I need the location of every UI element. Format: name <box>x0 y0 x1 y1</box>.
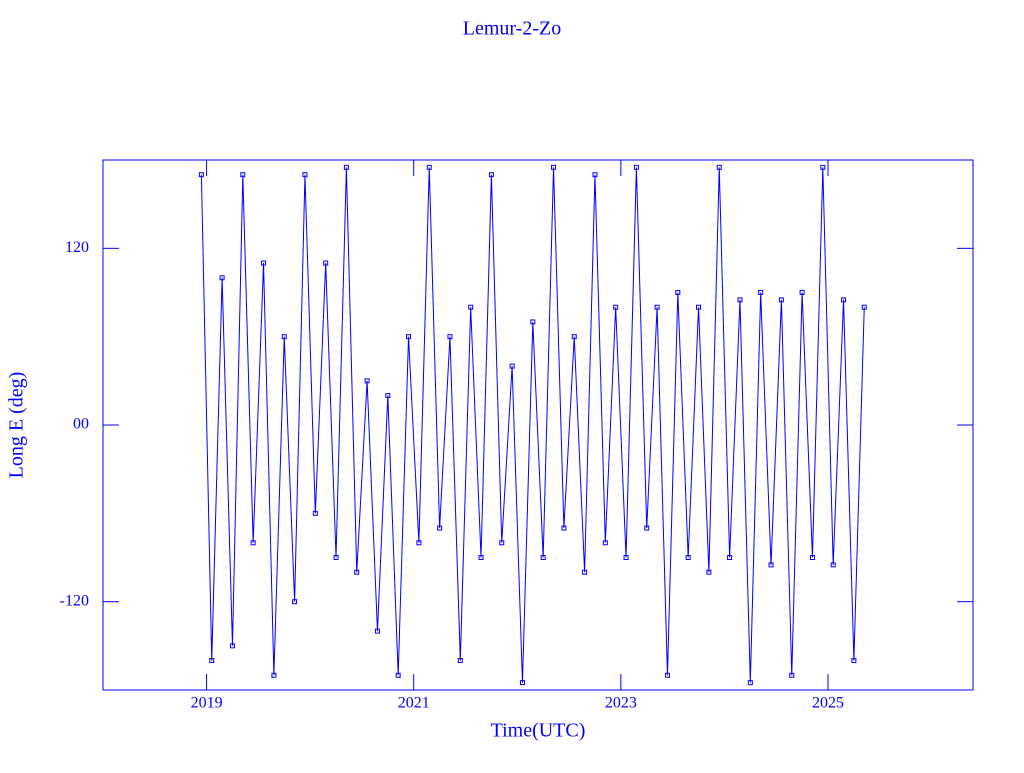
data-point <box>747 680 753 686</box>
y-tick-label: 00 <box>73 416 89 433</box>
y-tick-label: -120 <box>60 592 89 609</box>
data-point <box>343 164 349 170</box>
data-point <box>758 290 764 295</box>
data-point <box>664 672 670 678</box>
data-point <box>675 290 681 295</box>
data-point <box>582 569 588 575</box>
data-point <box>198 172 204 178</box>
x-tick-label: 2023 <box>605 695 637 712</box>
data-point <box>468 304 474 310</box>
data-point <box>333 555 339 560</box>
data-point <box>229 643 235 649</box>
data-point <box>354 569 360 575</box>
data-point <box>789 672 795 678</box>
data-point <box>737 297 743 303</box>
data-point <box>716 164 722 170</box>
x-axis-label: Time(UTC) <box>491 720 586 742</box>
data-point <box>488 172 494 178</box>
y-tick-label: 120 <box>65 239 89 256</box>
data-point <box>706 569 712 575</box>
data-point <box>778 297 784 303</box>
data-point <box>509 363 515 369</box>
data-point <box>499 540 505 546</box>
data-point <box>250 540 256 546</box>
data-point <box>312 510 318 516</box>
data-point <box>385 393 391 399</box>
data-point <box>685 555 691 560</box>
data-point <box>841 297 847 303</box>
data-point <box>302 172 308 178</box>
data-point <box>426 164 432 170</box>
data-point <box>240 172 246 178</box>
data-point <box>292 599 298 605</box>
data-point <box>478 555 484 560</box>
data-point <box>613 304 619 310</box>
data-point <box>323 260 329 266</box>
data-point <box>364 378 370 384</box>
x-tick-label: 2021 <box>398 695 430 712</box>
data-point <box>820 164 826 170</box>
y-axis-label: Long E (deg) <box>6 372 28 479</box>
data-point <box>571 334 577 340</box>
data-point <box>623 555 629 560</box>
data-point <box>602 540 608 546</box>
data-line <box>200 167 865 683</box>
data-point <box>406 334 412 340</box>
data-point <box>644 525 650 531</box>
data-point <box>809 555 815 560</box>
data-point <box>654 304 660 310</box>
data-point <box>447 334 453 340</box>
data-point <box>530 319 536 325</box>
data-point <box>416 540 422 546</box>
data-point <box>374 628 380 634</box>
data-point <box>861 304 867 310</box>
data-point <box>395 672 401 678</box>
data-point <box>696 304 702 310</box>
data-point <box>271 672 277 678</box>
data-point <box>519 680 525 686</box>
data-point <box>768 562 774 568</box>
data-point <box>633 164 639 170</box>
chart-title: Lemur-2-Zo <box>463 18 561 40</box>
x-tick-label: 2019 <box>191 695 223 712</box>
data-point <box>540 555 546 560</box>
data-point <box>551 164 557 170</box>
x-tick-label: 2025 <box>812 695 844 712</box>
data-point <box>592 172 598 178</box>
data-point <box>457 658 463 664</box>
data-point <box>851 658 857 664</box>
data-point <box>830 562 836 568</box>
data-point <box>727 555 733 560</box>
data-point <box>261 260 267 266</box>
data-point <box>281 334 287 340</box>
data-point <box>437 525 443 531</box>
data-point <box>219 275 225 281</box>
data-point <box>209 658 215 664</box>
data-point <box>799 290 805 295</box>
data-point <box>561 525 567 531</box>
